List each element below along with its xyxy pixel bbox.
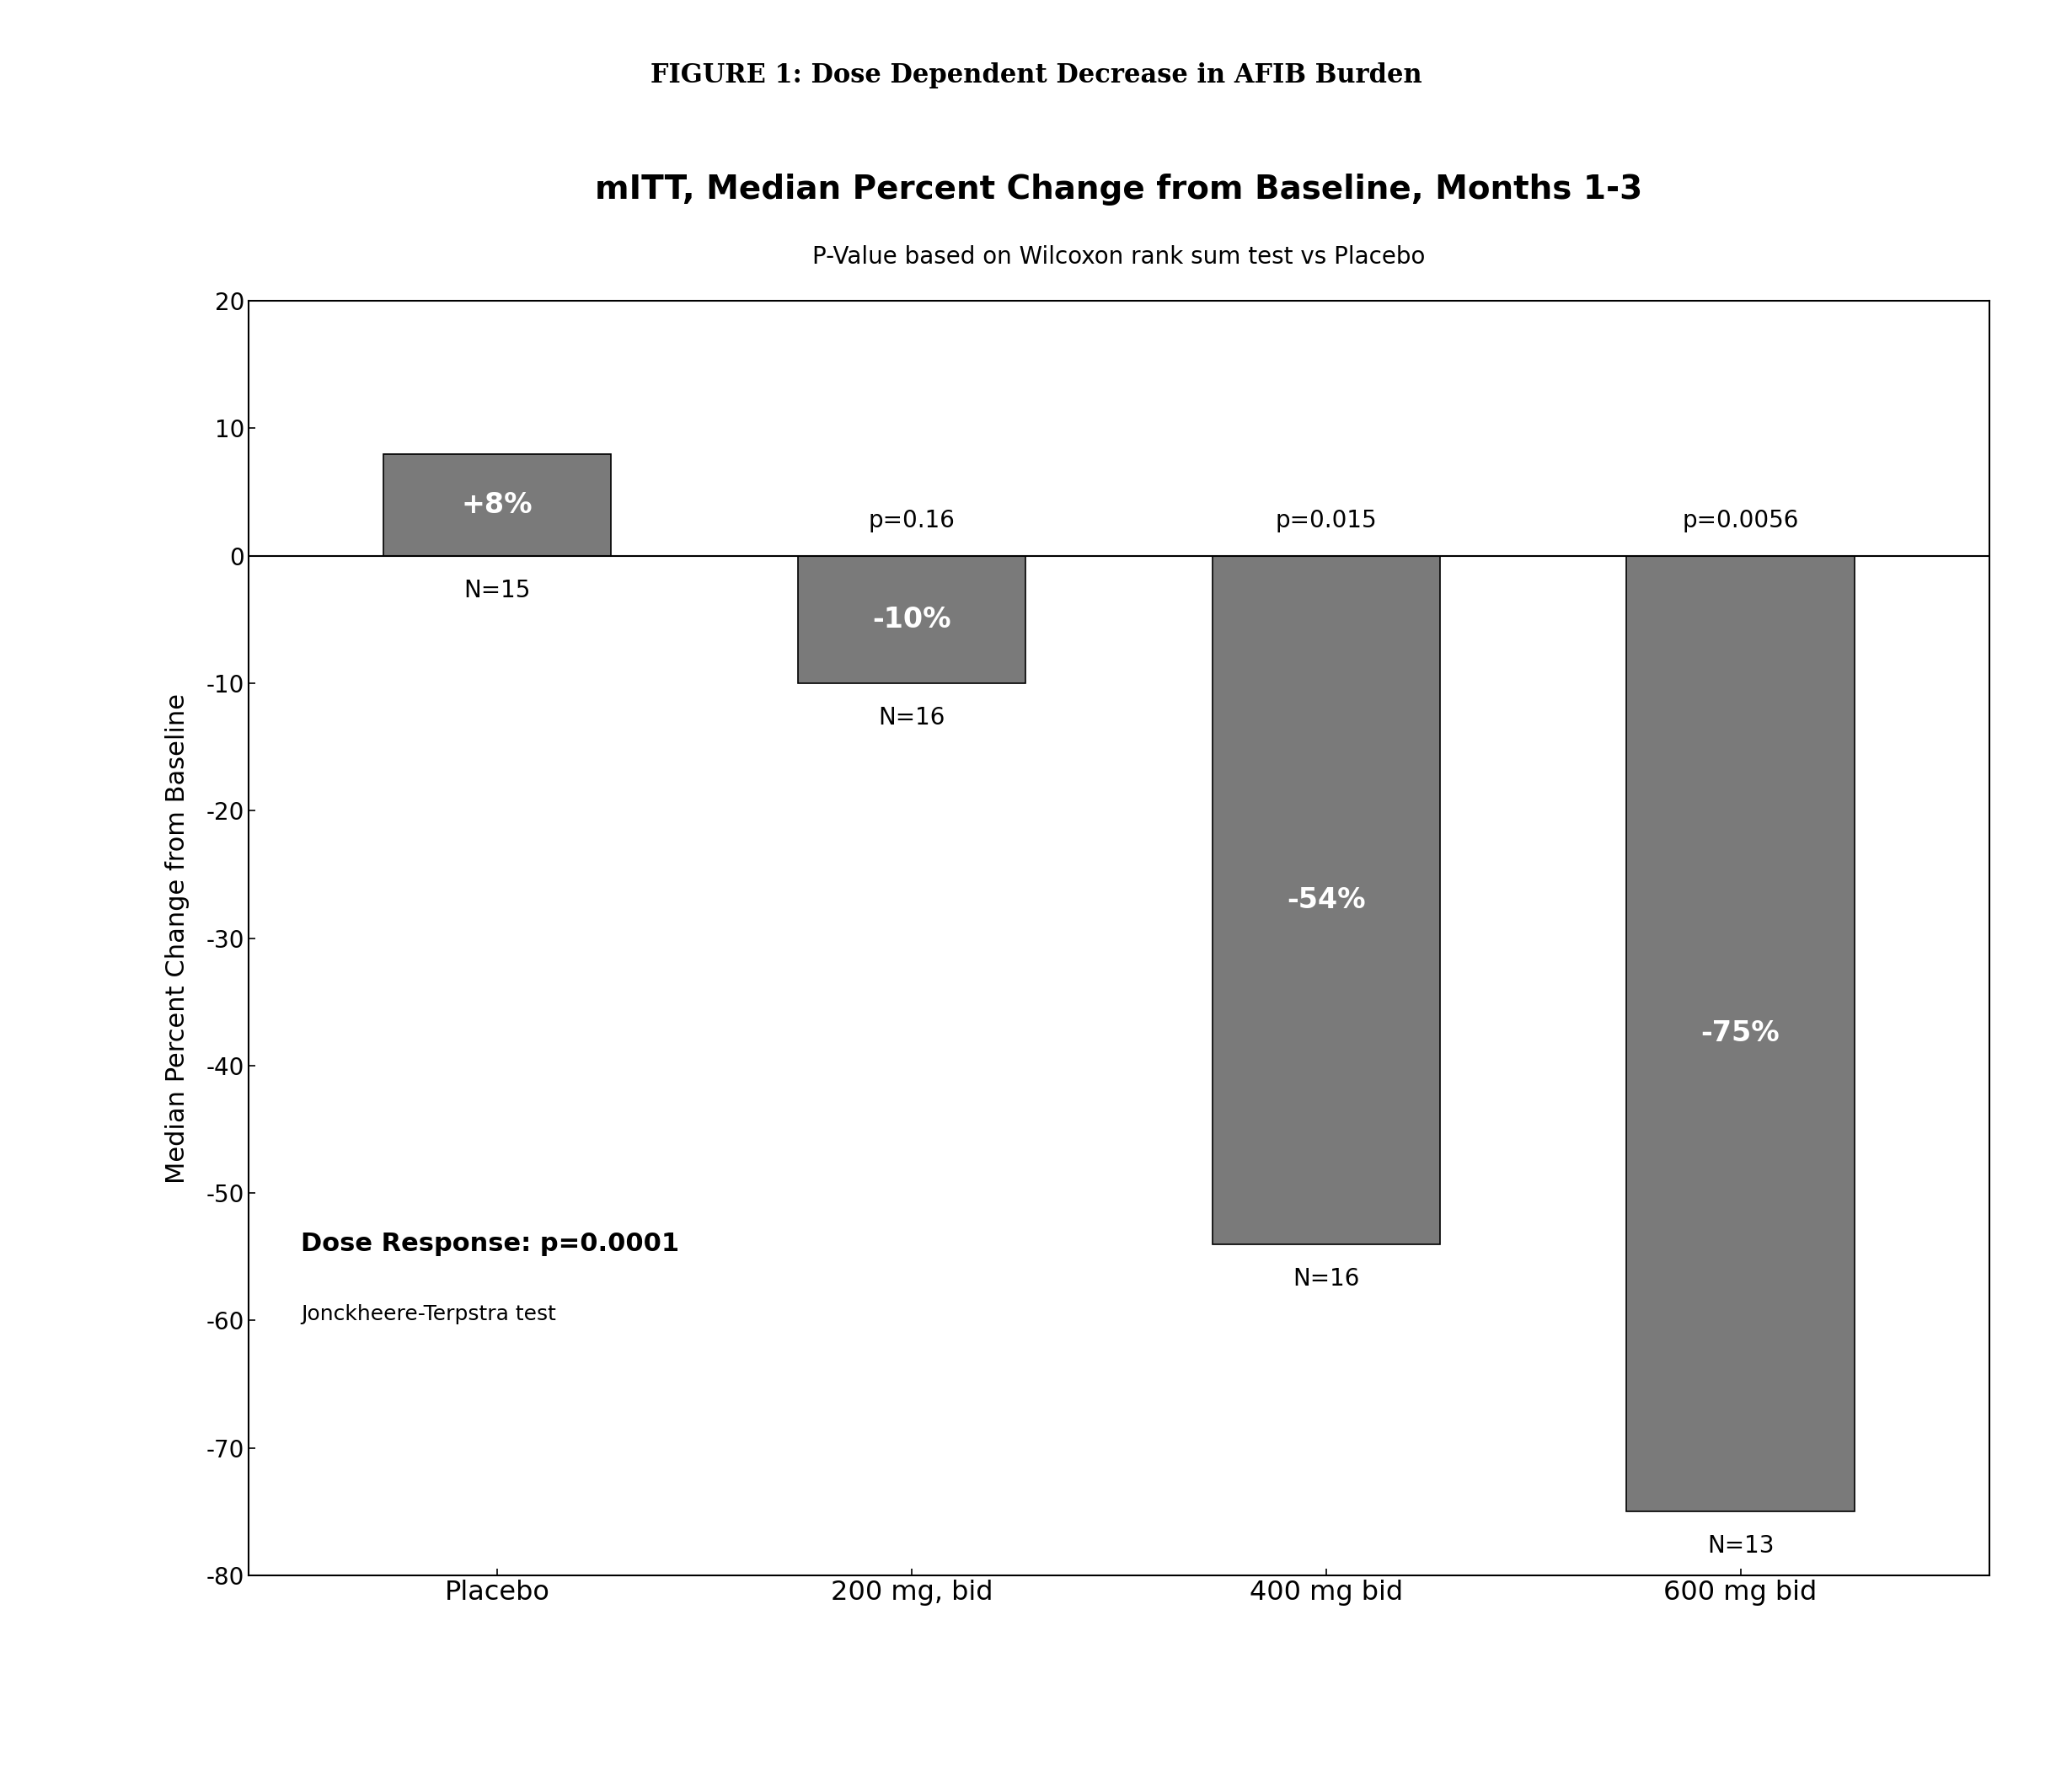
Text: Dose Response: p=0.0001: Dose Response: p=0.0001 bbox=[300, 1232, 680, 1257]
Text: N=15: N=15 bbox=[464, 579, 530, 602]
Text: +8%: +8% bbox=[462, 490, 533, 519]
Text: p=0.0056: p=0.0056 bbox=[1682, 510, 1798, 533]
Bar bbox=[383, 453, 611, 556]
Bar bbox=[798, 556, 1026, 683]
Bar bbox=[1627, 556, 1854, 1512]
Text: p=0.015: p=0.015 bbox=[1274, 510, 1378, 533]
Bar bbox=[1212, 556, 1440, 1244]
Text: mITT, Median Percent Change from Baseline, Months 1-3: mITT, Median Percent Change from Baselin… bbox=[595, 173, 1643, 205]
Text: Jonckheere-Terpstra test: Jonckheere-Terpstra test bbox=[300, 1304, 555, 1324]
Text: N=16: N=16 bbox=[879, 706, 945, 729]
Text: -10%: -10% bbox=[872, 605, 951, 634]
Text: P-Value based on Wilcoxon rank sum test vs Placebo: P-Value based on Wilcoxon rank sum test … bbox=[812, 246, 1426, 269]
Text: -75%: -75% bbox=[1701, 1020, 1780, 1048]
Y-axis label: Median Percent Change from Baseline: Median Percent Change from Baseline bbox=[166, 692, 191, 1184]
Text: p=0.16: p=0.16 bbox=[868, 510, 955, 533]
Text: FIGURE 1: Dose Dependent Decrease in AFIB Burden: FIGURE 1: Dose Dependent Decrease in AFI… bbox=[651, 62, 1421, 89]
Text: -54%: -54% bbox=[1287, 887, 1365, 913]
Text: N=16: N=16 bbox=[1293, 1267, 1359, 1290]
Text: N=13: N=13 bbox=[1707, 1535, 1774, 1558]
